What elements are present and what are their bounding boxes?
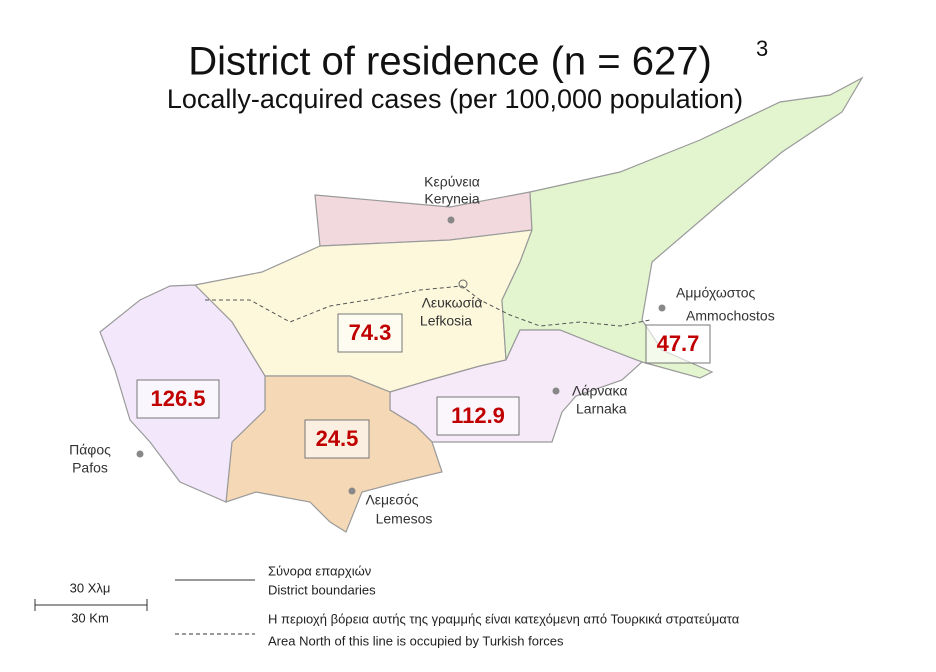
legend-latin: District boundaries <box>268 582 376 597</box>
town-dot <box>136 450 144 458</box>
towns <box>136 216 666 495</box>
value-box <box>337 313 403 353</box>
place-greek: Πάφος <box>69 442 111 458</box>
scale-latin: 30 Km <box>71 610 109 625</box>
town-dot <box>447 216 455 224</box>
title: District of residence (n = 627) <box>188 40 712 84</box>
legend-latin: Area North of this line is occupied by T… <box>268 633 564 648</box>
value-box <box>645 324 711 364</box>
place-greek: Λεμεσός <box>365 492 418 508</box>
districts <box>99 76 864 533</box>
place-greek: Λάρνακα <box>572 383 627 399</box>
value-box <box>136 379 220 419</box>
district-value: 112.9 <box>451 403 505 428</box>
superscript: 3 <box>756 36 768 61</box>
town-dot <box>458 279 468 289</box>
place-greek: Λευκωσία <box>422 295 483 311</box>
value-boxes <box>136 313 711 459</box>
scale-greek: 30 Χλμ <box>70 580 111 595</box>
town-dot <box>348 487 356 495</box>
town-dot <box>658 304 666 312</box>
legend-greek: Σύνορα επαρχιών <box>268 563 371 578</box>
place-greek: Κερύνεια <box>424 174 480 190</box>
value-box <box>304 419 370 459</box>
district-value: 126.5 <box>150 386 205 411</box>
scale-bar <box>34 599 148 611</box>
place-latin: Pafos <box>72 460 108 476</box>
place-latin: Larnaka <box>576 401 627 417</box>
place-greek: Αμμόχωστος <box>676 285 756 301</box>
green-line <box>205 285 651 327</box>
place-latin: Keryneia <box>424 191 479 207</box>
district-value: 24.5 <box>316 426 359 451</box>
legend-greek: Η περιοχή βόρεια αυτής της γραμμής είναι… <box>268 611 740 626</box>
subtitle: Locally-acquired cases (per 100,000 popu… <box>167 84 743 114</box>
place-latin: Lefkosia <box>420 313 472 329</box>
place-latin: Ammochostos <box>686 308 775 324</box>
district-value: 74.3 <box>349 320 392 345</box>
district-value: 47.7 <box>657 331 700 356</box>
town-dot <box>552 387 560 395</box>
place-latin: Lemesos <box>376 511 433 527</box>
value-box <box>436 396 520 436</box>
